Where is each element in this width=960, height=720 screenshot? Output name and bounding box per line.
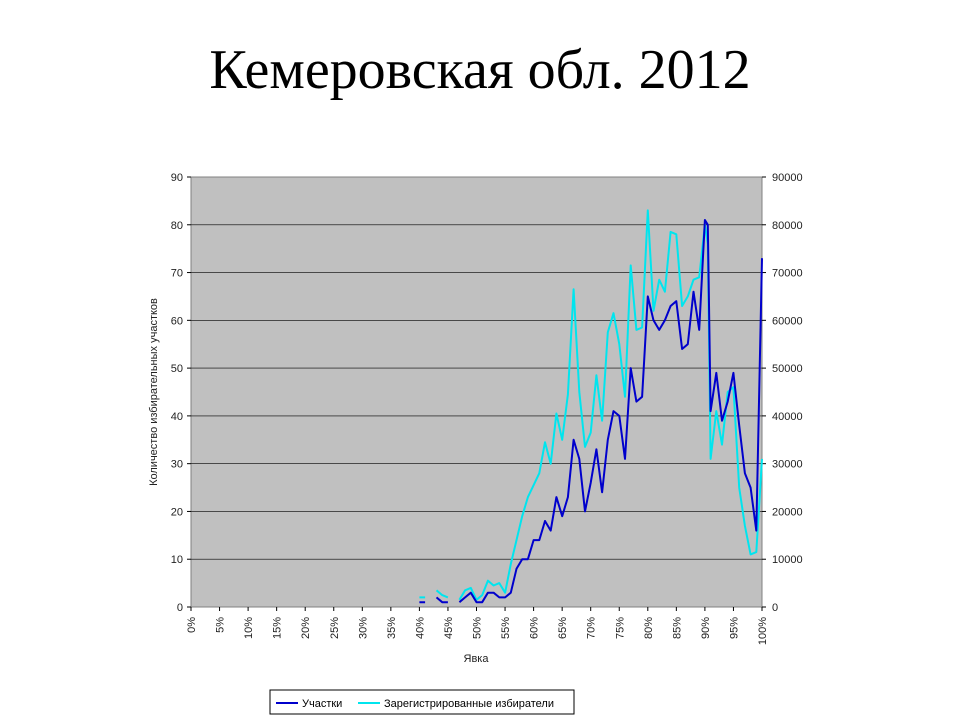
x-tick-label: 10% [243,617,255,639]
y2-tick-label: 90000 [772,172,803,184]
y2-tick-label: 30000 [772,459,803,471]
y-tick-label: 50 [171,363,183,375]
y-tick-label: 70 [171,268,183,280]
y2-axis-ticks: 0 10000 20000 30000 40000 50000 60000 70000 8000… [762,172,803,614]
y2-tick-label: 60000 [772,315,803,327]
x-tick-label: 55% [500,617,512,639]
legend-box [269,689,575,715]
x-tick-label: 60% [529,617,541,639]
x-axis-ticks: 0% 5% 10% 15% 20% 25% 30% 35% 40% 45% 50% 55% 60% 65%… [186,607,769,645]
y-tick-label: 60 [171,315,183,327]
x-tick-label: 70% [586,617,598,639]
legend-label-uchastki: Участки [302,698,342,710]
y-tick-label: 20 [171,506,183,518]
x-tick-label: 35% [386,617,398,639]
x-tick-label: 100% [757,617,769,645]
y-tick-label: 80 [171,220,183,232]
y-tick-label: 30 [171,459,183,471]
x-tick-label: 25% [329,617,341,639]
series-line-voters [419,209,763,601]
y-tick-label: 90 [171,172,183,184]
y2-tick-label: 20000 [772,506,803,518]
y-tick-label: 10 [171,554,183,566]
x-tick-label: 90% [700,617,712,639]
x-tick-label: 30% [357,617,369,639]
x-tick-label: 85% [671,617,683,639]
plot-area [190,176,763,608]
y-tick-label: 40 [171,411,183,423]
x-tick-label: 5% [215,617,227,633]
x-tick-label: 20% [300,617,312,639]
x-tick-label: 95% [728,617,740,639]
x-tick-label: 40% [414,617,426,639]
x-tick-label: 65% [557,617,569,639]
series-line-uchastki [419,219,763,604]
y-axis-ticks: 0 10 20 30 40 50 60 70 80 90 [171,172,191,614]
x-tick-label: 80% [643,617,655,639]
series-layer [419,209,763,604]
x-tick-label: 75% [614,617,626,639]
y2-tick-label: 0 [772,602,778,614]
x-tick-label: 45% [443,617,455,639]
x-tick-label: 50% [472,617,484,639]
y2-tick-label: 80000 [772,220,803,232]
y2-tick-label: 50000 [772,363,803,375]
y-tick-label: 0 [177,602,183,614]
grid-lines [191,224,762,560]
legend: Участки Зарегистрированные избиратели [269,689,575,715]
x-axis-title: Явка [464,653,490,665]
x-tick-label: 0% [186,617,198,633]
y2-tick-label: 70000 [772,268,803,280]
y-axis-title: Количество избирательных участков [148,298,160,486]
legend-label-voters: Зарегистрированные избиратели [384,698,554,710]
x-tick-label: 15% [272,617,284,639]
y2-tick-label: 10000 [772,554,803,566]
slide-title: Кемеровская обл. 2012 [209,39,751,101]
y2-tick-label: 40000 [772,411,803,423]
